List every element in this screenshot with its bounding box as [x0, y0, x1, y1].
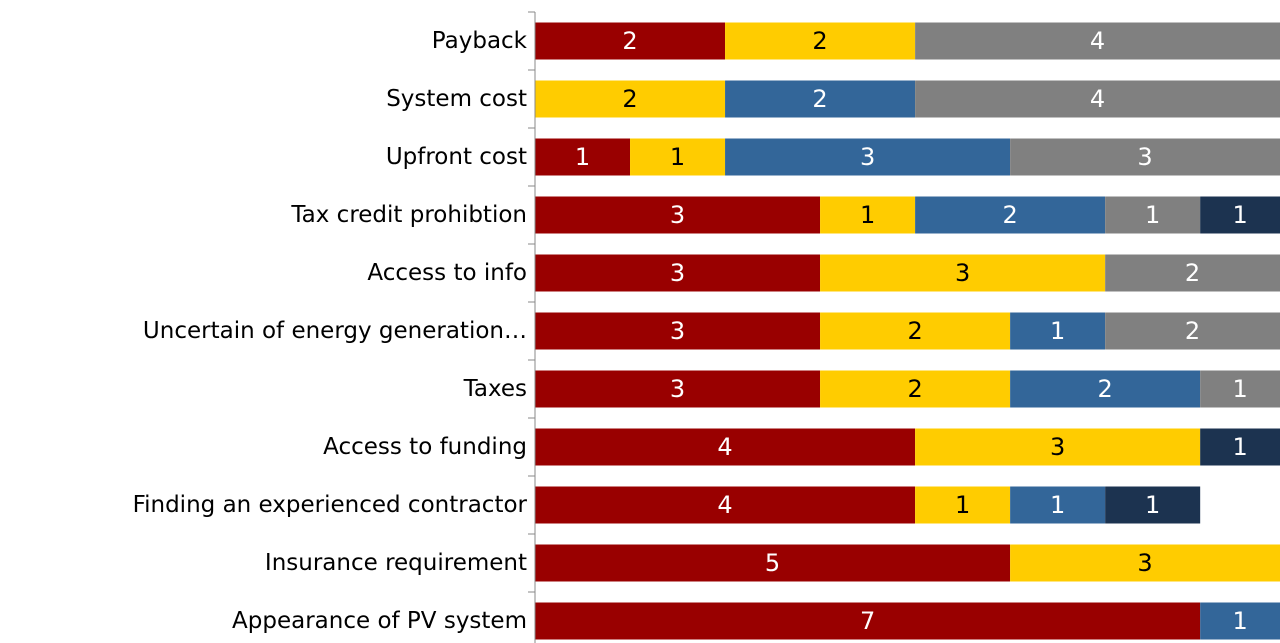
- bar-segment: [630, 138, 726, 176]
- y-tick-label: Finding an experienced contractor: [133, 492, 528, 518]
- bar-segment: [535, 486, 916, 524]
- bar-segment: [1200, 602, 1280, 640]
- bar-segment: [535, 428, 916, 466]
- bar-segment: [535, 370, 821, 408]
- data-label: 3: [955, 259, 970, 287]
- data-label: 1: [1050, 491, 1065, 519]
- bar-segment: [725, 138, 1011, 176]
- data-label: 1: [955, 491, 970, 519]
- y-tick-label: Appearance of PV system: [232, 608, 527, 634]
- bar-segment: [1200, 428, 1280, 466]
- data-label: 4: [717, 433, 732, 461]
- data-label: 1: [1232, 375, 1247, 403]
- y-tick-label: Tax credit prohibtion: [290, 202, 527, 228]
- bar-segment: [820, 312, 1011, 350]
- data-label: 2: [622, 27, 637, 55]
- bar-segment: [535, 254, 821, 292]
- data-label: 1: [860, 201, 875, 229]
- bar-segment: [1105, 254, 1280, 292]
- bar-segment: [535, 544, 1011, 582]
- data-label: 4: [717, 491, 732, 519]
- bar-segment: [1010, 370, 1201, 408]
- y-tick-label: Access to info: [367, 260, 527, 286]
- bar-segment: [915, 428, 1201, 466]
- y-tick-label: Taxes: [463, 376, 527, 402]
- bar-segment: [535, 312, 821, 350]
- data-label: 3: [1137, 549, 1152, 577]
- data-label: 3: [860, 143, 875, 171]
- y-tick-label: Uncertain of energy generation…: [143, 318, 527, 344]
- bar-segment: [1200, 196, 1280, 234]
- bar-segment: [1105, 486, 1201, 524]
- y-tick-label: Upfront cost: [386, 144, 527, 170]
- data-label: 5: [765, 549, 780, 577]
- bar-segment: [915, 196, 1106, 234]
- data-label: 4: [1090, 85, 1105, 113]
- bar-segment: [535, 22, 726, 60]
- bar-segment: [1105, 312, 1280, 350]
- data-label: 2: [622, 85, 637, 113]
- bar-segment: [820, 254, 1106, 292]
- bar-segment: [1105, 196, 1201, 234]
- bar-segment: [820, 196, 916, 234]
- data-label: 1: [1232, 433, 1247, 461]
- data-label: 2: [812, 85, 827, 113]
- data-label: 3: [670, 375, 685, 403]
- bar-segment: [915, 22, 1280, 60]
- bar-segment: [535, 602, 1201, 640]
- bar-segment: [820, 370, 1011, 408]
- data-label: 1: [1145, 491, 1160, 519]
- data-label: 4: [1090, 27, 1105, 55]
- data-label: 2: [1098, 375, 1113, 403]
- data-label: 3: [670, 201, 685, 229]
- data-label: 3: [670, 317, 685, 345]
- bar-segment: [1010, 544, 1280, 582]
- data-label: 3: [1050, 433, 1065, 461]
- bar-segment: [535, 196, 821, 234]
- data-label: 2: [1185, 259, 1200, 287]
- bar-segment: [1010, 486, 1106, 524]
- data-label: 7: [860, 607, 875, 635]
- bar-segment: [535, 138, 631, 176]
- y-tick-label: Insurance requirement: [265, 550, 527, 576]
- data-label: 3: [670, 259, 685, 287]
- y-tick-label: Access to funding: [323, 434, 527, 460]
- bar-segment: [915, 486, 1011, 524]
- data-label: 1: [1050, 317, 1065, 345]
- data-label: 2: [812, 27, 827, 55]
- bar-segment: [1200, 370, 1280, 408]
- bar-segment: [725, 80, 916, 118]
- data-label: 1: [670, 143, 685, 171]
- y-tick-label: Payback: [432, 28, 528, 54]
- data-label: 1: [1232, 607, 1247, 635]
- bar-segment: [1010, 312, 1106, 350]
- bar-segment: [915, 80, 1280, 118]
- bar-segment: [725, 22, 916, 60]
- y-tick-label: System cost: [386, 86, 527, 112]
- data-label: 3: [1137, 143, 1152, 171]
- data-label: 2: [907, 375, 922, 403]
- data-label: 1: [1145, 201, 1160, 229]
- data-label: 2: [1185, 317, 1200, 345]
- data-label: 1: [575, 143, 590, 171]
- data-label: 2: [1002, 201, 1017, 229]
- bar-segment: [1010, 138, 1280, 176]
- bar-segment: [535, 80, 726, 118]
- data-label: 2: [907, 317, 922, 345]
- data-label: 1: [1232, 201, 1247, 229]
